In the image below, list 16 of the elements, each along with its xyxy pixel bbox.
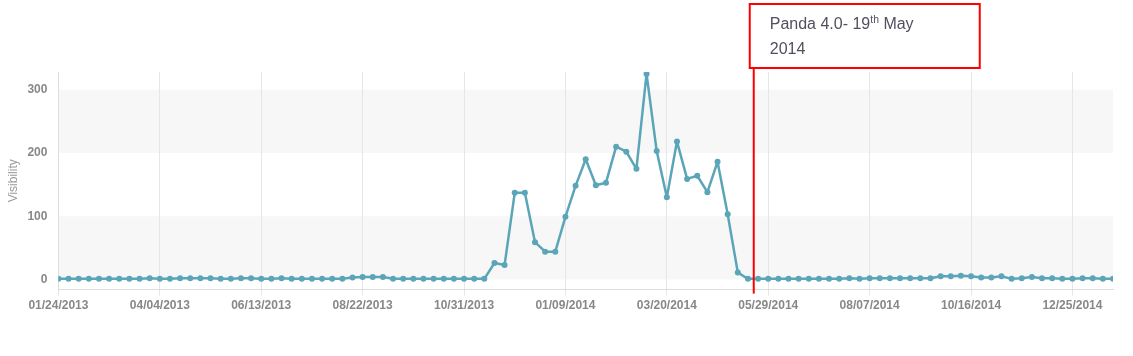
y-tick-label: 300 xyxy=(27,82,48,97)
y-tick-label: 100 xyxy=(27,208,48,223)
x-tick-label: 04/04/2013 xyxy=(129,298,191,313)
y-axis-title: Visibility xyxy=(5,159,20,203)
x-tick-label: 06/13/2013 xyxy=(231,298,292,313)
x-tick-label: 10/16/2014 xyxy=(941,298,1002,313)
x-tick-label: 10/31/2013 xyxy=(434,298,495,313)
x-tick-label: 03/20/2014 xyxy=(636,298,698,313)
x-tick-label: 12/25/2014 xyxy=(1042,298,1103,313)
x-tick-label: 05/29/2014 xyxy=(738,298,799,313)
x-tick-label: 08/22/2013 xyxy=(332,298,393,313)
x-tick-label: 01/24/2013 xyxy=(28,298,89,313)
x-tick-label: 01/09/2014 xyxy=(535,298,596,313)
y-tick-label: 200 xyxy=(27,145,48,160)
x-tick-label: 08/07/2014 xyxy=(839,298,900,313)
y-tick-label: 0 xyxy=(40,271,48,286)
